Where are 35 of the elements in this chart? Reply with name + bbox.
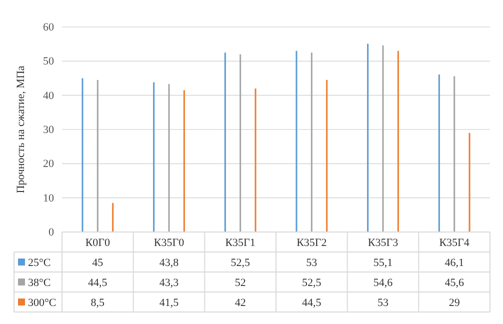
data-label: 52 [234, 277, 246, 289]
data-label: 45 [92, 257, 104, 269]
data-label: 53 [378, 297, 389, 309]
data-label: 41,5 [159, 297, 180, 309]
x-tick-label: К35Г3 [368, 237, 399, 249]
x-tick-label: К35Г1 [225, 237, 256, 249]
data-label: 45,6 [444, 277, 464, 289]
y-tick-label: 40 [43, 90, 54, 102]
data-label: 8,5 [90, 297, 106, 309]
y-tick-label: 30 [43, 124, 54, 136]
data-label: 42 [234, 297, 246, 309]
data-label: 53 [306, 257, 318, 269]
data-label: 55,1 [373, 257, 393, 269]
y-tick-label: 0 [48, 226, 54, 239]
x-tick-label: К35Г4 [439, 237, 470, 249]
y-tick-label: 60 [43, 22, 54, 34]
data-label: 44,5 [302, 297, 322, 309]
data-label: 52,5 [302, 277, 322, 289]
x-tick-label: К0Г0 [85, 237, 111, 249]
y-tick-label: 50 [43, 56, 54, 68]
data-label: 44,5 [88, 277, 108, 289]
x-tick-label: К35Г0 [154, 237, 185, 249]
legend-label: 300°C [28, 297, 56, 309]
data-label: 43,8 [159, 257, 180, 269]
y-axis-title: Прочность на сжатие, МПа [15, 66, 27, 194]
y-tick-label: 20 [43, 158, 54, 170]
legend-label: 38°C [28, 277, 51, 289]
data-label: 54,6 [373, 277, 394, 289]
data-label: 29 [448, 297, 460, 309]
data-label: 43,3 [159, 277, 180, 289]
data-label: 46,1 [444, 257, 464, 269]
legend-label: 25°C [28, 257, 51, 269]
y-tick-label: 10 [43, 192, 54, 204]
data-label: 52,5 [230, 257, 250, 269]
x-tick-label: К35Г2 [296, 237, 327, 249]
